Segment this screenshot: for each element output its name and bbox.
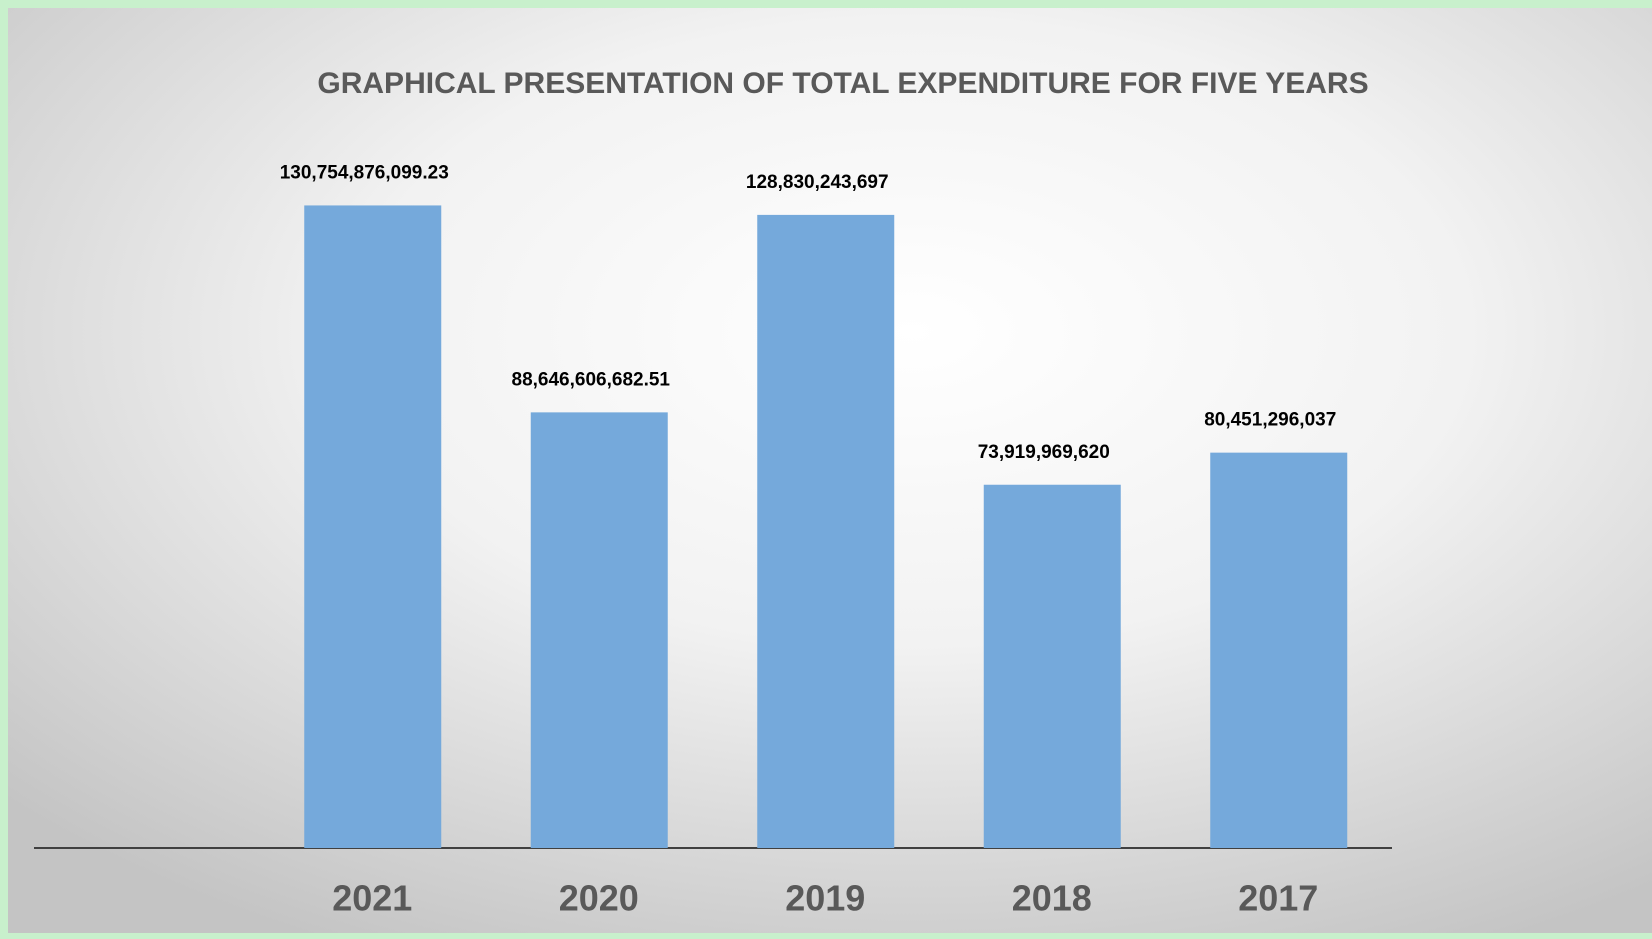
bar bbox=[1210, 452, 1348, 848]
chart-title: GRAPHICAL PRESENTATION OF TOTAL EXPENDIT… bbox=[317, 67, 1368, 100]
x-tick-label: 2019 bbox=[785, 878, 865, 919]
data-label: 80,451,296,037 bbox=[1204, 410, 1336, 431]
x-tick-label: 2021 bbox=[332, 878, 412, 919]
bar bbox=[757, 214, 895, 849]
bar bbox=[983, 484, 1121, 848]
data-label: 128,830,243,697 bbox=[746, 172, 889, 193]
data-label: 73,919,969,620 bbox=[978, 442, 1110, 463]
bar bbox=[304, 205, 442, 849]
data-label: 130,754,876,099.23 bbox=[280, 162, 449, 183]
x-tick-label: 2017 bbox=[1238, 878, 1318, 919]
data-label: 88,646,606,682.51 bbox=[512, 369, 671, 390]
x-tick-label: 2020 bbox=[559, 878, 639, 919]
bar bbox=[530, 412, 668, 848]
x-tick-label: 2018 bbox=[1012, 878, 1092, 919]
